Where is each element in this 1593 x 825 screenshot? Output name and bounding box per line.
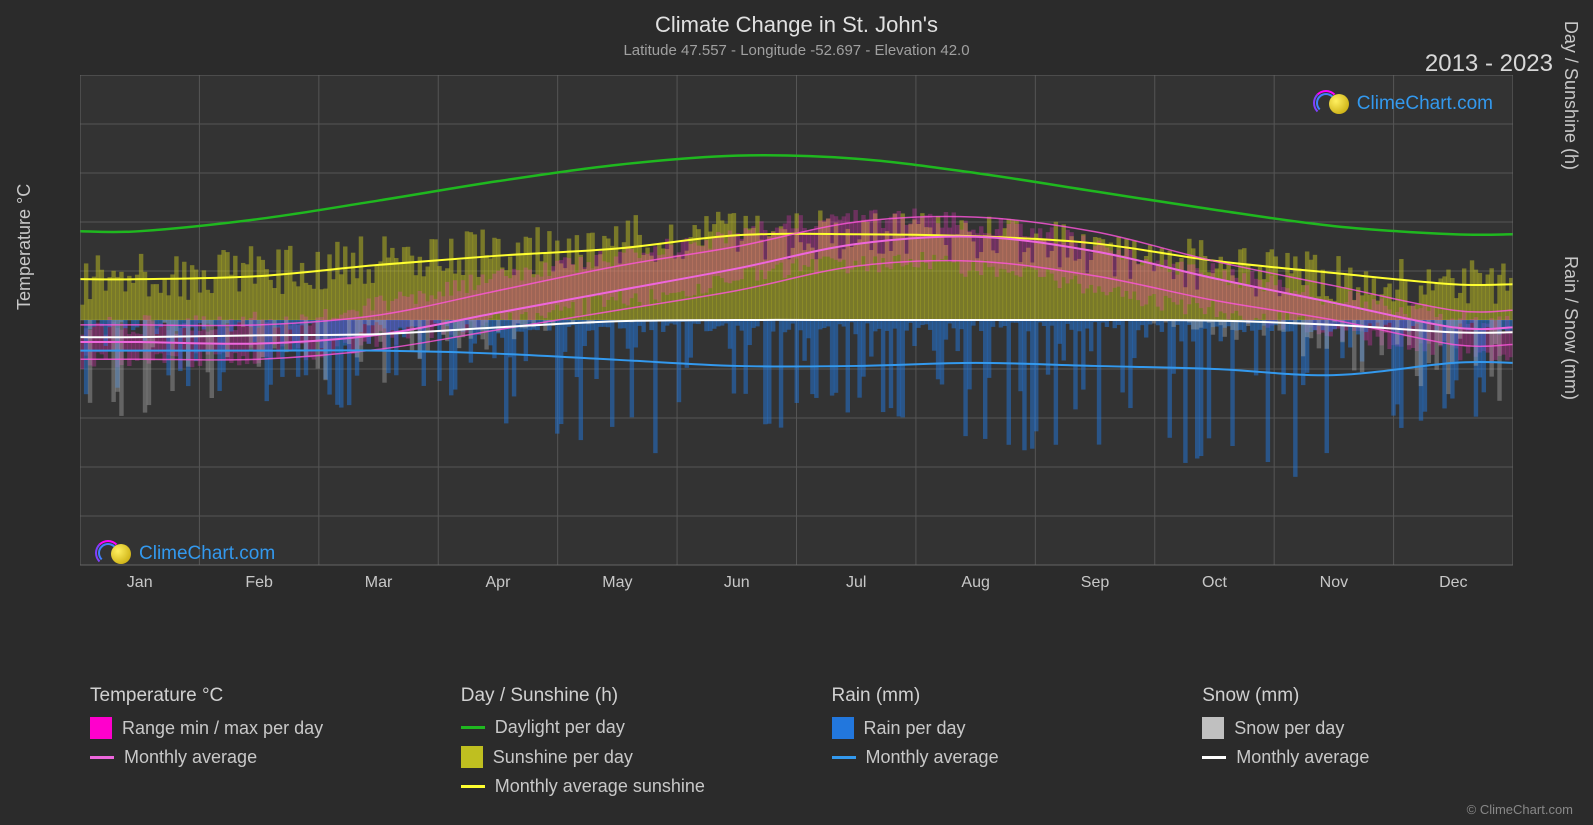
svg-text:Aug: Aug [961,574,989,591]
legend-swatch-icon [832,717,854,739]
legend-label: Monthly average [124,747,257,768]
watermark-text: ClimeChart.com [1357,93,1493,115]
logo-icon [95,540,123,568]
year-range: 2013 - 2023 [1425,50,1553,78]
legend-label: Monthly average [866,747,999,768]
chart-svg: -50-40-30-20-100102030405006121824102030… [80,75,1513,595]
legend-label: Daylight per day [495,717,625,738]
legend-group-title: Day / Sunshine (h) [461,685,812,707]
y-axis-left-label: Temperature °C [14,184,35,310]
copyright: © ClimeChart.com [1467,802,1573,817]
legend-item: Sunshine per day [461,746,812,768]
legend-item: Range min / max per day [90,717,441,739]
svg-text:Feb: Feb [245,574,273,591]
legend-label: Monthly average [1236,747,1369,768]
plot-area: -50-40-30-20-100102030405006121824102030… [80,75,1513,595]
chart-subtitle: Latitude 47.557 - Longitude -52.697 - El… [0,38,1593,59]
legend-group: Rain (mm) Rain per day Monthly average [832,685,1183,805]
legend-item: Monthly average sunshine [461,776,812,797]
legend-item: Monthly average [90,747,441,768]
legend-swatch-icon [1202,717,1224,739]
svg-text:Jun: Jun [724,574,750,591]
y-axis-right-bottom-label: Rain / Snow (mm) [1560,256,1581,400]
y-axis-right-top-label: Day / Sunshine (h) [1560,21,1581,170]
legend-label: Rain per day [864,718,966,739]
legend-item: Daylight per day [461,717,812,738]
legend-group-title: Rain (mm) [832,685,1183,707]
climate-chart: Climate Change in St. John's Latitude 47… [0,0,1593,825]
legend-group: Day / Sunshine (h) Daylight per day Sunshi… [461,685,812,805]
legend-group-title: Temperature °C [90,685,441,707]
svg-text:Nov: Nov [1320,574,1348,591]
svg-text:Oct: Oct [1202,574,1227,591]
svg-text:Mar: Mar [365,574,393,591]
legend-line-icon [461,785,485,788]
logo-icon [1313,90,1341,118]
legend-line-icon [1202,756,1226,759]
legend-item: Monthly average [832,747,1183,768]
legend-swatch-icon [461,746,483,768]
svg-text:Jul: Jul [846,574,866,591]
watermark-top: ClimeChart.com [1313,90,1493,118]
legend-item: Monthly average [1202,747,1553,768]
legend-item: Rain per day [832,717,1183,739]
legend-item: Snow per day [1202,717,1553,739]
svg-text:Jan: Jan [127,574,153,591]
legend-label: Range min / max per day [122,718,323,739]
watermark-bottom: ClimeChart.com [95,540,275,568]
legend-group: Snow (mm) Snow per day Monthly average [1202,685,1553,805]
watermark-text: ClimeChart.com [139,543,275,565]
legend-line-icon [90,756,114,759]
svg-text:Sep: Sep [1081,574,1110,591]
svg-text:Apr: Apr [486,574,512,591]
legend-label: Sunshine per day [493,747,633,768]
legend-group-title: Snow (mm) [1202,685,1553,707]
svg-text:May: May [602,574,632,591]
legend-label: Monthly average sunshine [495,776,705,797]
legend-swatch-icon [90,717,112,739]
legend-group: Temperature °C Range min / max per day Mon… [90,685,441,805]
legend-line-icon [461,726,485,729]
legend-label: Snow per day [1234,718,1344,739]
svg-text:Dec: Dec [1439,574,1467,591]
legend-line-icon [832,756,856,759]
legend: Temperature °C Range min / max per day Mon… [90,685,1553,805]
chart-title: Climate Change in St. John's [0,0,1593,38]
